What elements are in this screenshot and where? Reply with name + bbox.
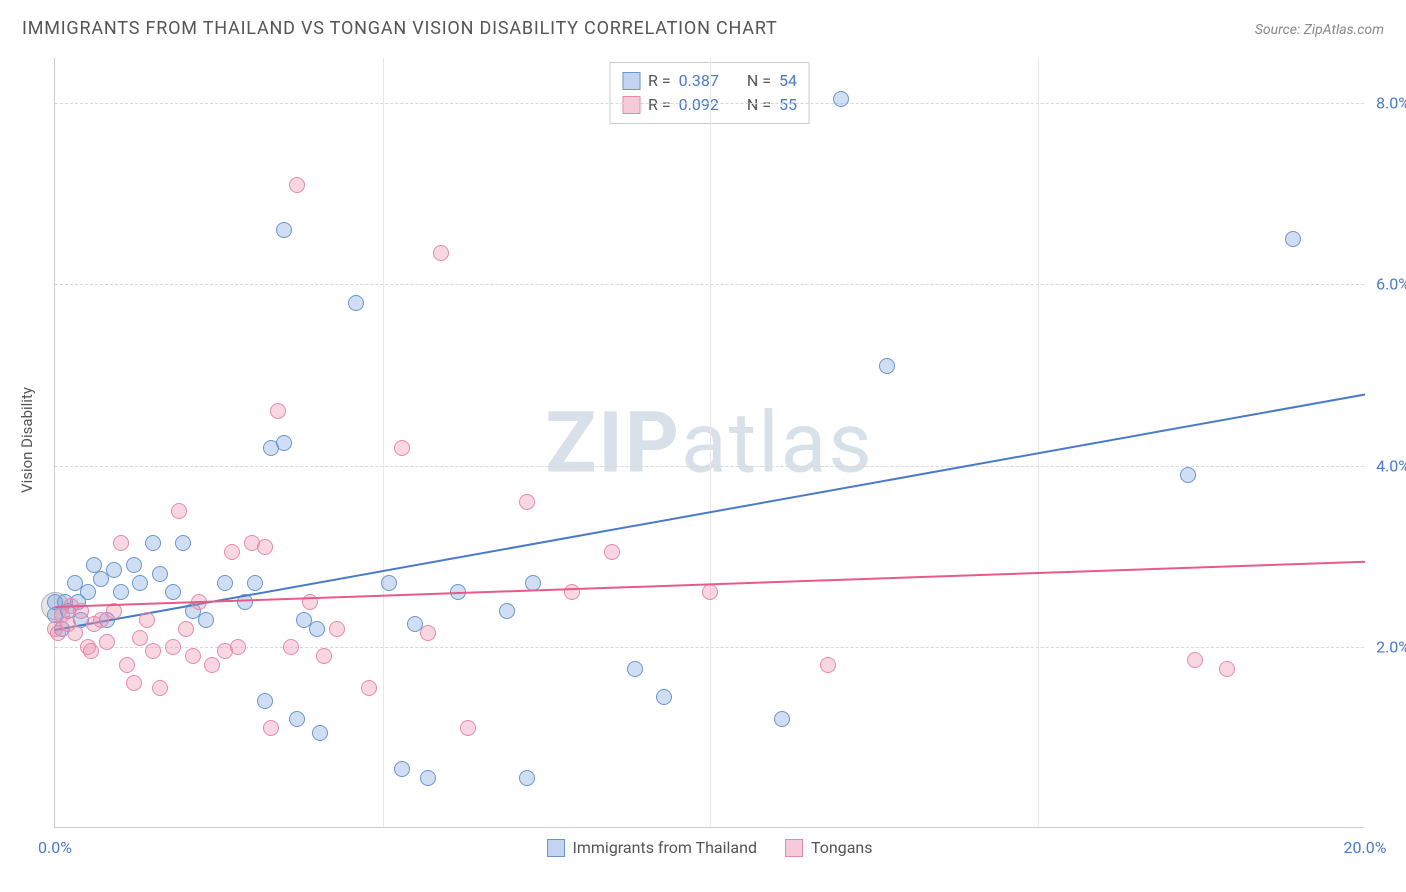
legend-n-label: N =	[747, 93, 771, 117]
scatter-point	[564, 584, 580, 600]
y-axis-label: Vision Disability	[18, 387, 36, 493]
scatter-point	[145, 535, 161, 551]
scatter-point	[139, 612, 155, 628]
scatter-point	[106, 562, 122, 578]
scatter-point	[113, 584, 129, 600]
scatter-point	[1187, 652, 1203, 668]
scatter-point	[1180, 467, 1196, 483]
scatter-point	[394, 440, 410, 456]
scatter-point	[217, 575, 233, 591]
legend-series: Immigrants from Thailand Tongans	[547, 838, 873, 857]
y-tick-label: 2.0%	[1358, 637, 1406, 656]
legend-swatch	[785, 839, 803, 857]
legend-series-item: Immigrants from Thailand	[547, 838, 757, 857]
scatter-point	[499, 603, 515, 619]
grid-line-v	[383, 58, 384, 827]
legend-series-label: Tongans	[811, 838, 873, 857]
grid-line-v	[710, 58, 711, 827]
scatter-point	[165, 639, 181, 655]
scatter-point	[1285, 231, 1301, 247]
scatter-point	[257, 693, 273, 709]
scatter-point	[198, 612, 214, 628]
scatter-point	[119, 657, 135, 673]
scatter-point	[113, 535, 129, 551]
scatter-point	[165, 584, 181, 600]
y-tick-label: 4.0%	[1358, 456, 1406, 475]
scatter-point	[820, 657, 836, 673]
watermark-bold: ZIP	[545, 393, 681, 492]
scatter-point	[175, 535, 191, 551]
scatter-point	[394, 761, 410, 777]
scatter-point	[185, 648, 201, 664]
scatter-point	[224, 544, 240, 560]
scatter-point	[257, 539, 273, 555]
legend-n-value: 54	[779, 69, 797, 93]
scatter-point	[309, 621, 325, 637]
scatter-point	[289, 711, 305, 727]
scatter-point	[361, 680, 377, 696]
plot-area: ZIPatlas R =0.387N =54R =0.092N =55 Immi…	[54, 58, 1364, 828]
x-tick-label: 20.0%	[1344, 838, 1387, 857]
scatter-point	[276, 435, 292, 451]
scatter-point	[656, 689, 672, 705]
legend-n-label: N =	[747, 69, 771, 93]
legend-r-label: R =	[648, 69, 671, 93]
scatter-point	[270, 403, 286, 419]
scatter-point	[833, 91, 849, 107]
scatter-point	[152, 566, 168, 582]
scatter-point	[204, 657, 220, 673]
scatter-point	[132, 630, 148, 646]
scatter-point	[178, 621, 194, 637]
scatter-point	[316, 648, 332, 664]
scatter-point	[99, 634, 115, 650]
legend-r-value: 0.387	[679, 69, 719, 93]
scatter-point	[132, 575, 148, 591]
legend-series-item: Tongans	[785, 838, 873, 857]
legend-r-label: R =	[648, 93, 671, 117]
scatter-point	[126, 675, 142, 691]
scatter-point	[702, 584, 718, 600]
scatter-point	[126, 557, 142, 573]
chart-title: IMMIGRANTS FROM THAILAND VS TONGAN VISIO…	[22, 18, 778, 39]
legend-n-value: 55	[779, 93, 797, 117]
scatter-point	[774, 711, 790, 727]
scatter-point	[67, 625, 83, 641]
scatter-point	[1219, 661, 1235, 677]
scatter-point	[247, 575, 263, 591]
scatter-point	[230, 639, 246, 655]
scatter-point	[312, 725, 328, 741]
legend-swatch	[622, 72, 640, 90]
scatter-point	[519, 494, 535, 510]
grid-line-v	[1038, 58, 1039, 827]
x-tick-label: 0.0%	[38, 838, 72, 857]
scatter-point	[348, 295, 364, 311]
y-tick-label: 8.0%	[1358, 94, 1406, 113]
scatter-point	[329, 621, 345, 637]
scatter-point	[152, 680, 168, 696]
legend-r-value: 0.092	[679, 93, 719, 117]
scatter-point	[289, 177, 305, 193]
scatter-point	[420, 625, 436, 641]
scatter-point	[519, 770, 535, 786]
scatter-point	[433, 245, 449, 261]
scatter-point	[302, 594, 318, 610]
scatter-point	[460, 720, 476, 736]
scatter-point	[276, 222, 292, 238]
scatter-point	[879, 358, 895, 374]
scatter-point	[145, 643, 161, 659]
scatter-point	[627, 661, 643, 677]
y-tick-label: 6.0%	[1358, 275, 1406, 294]
scatter-point	[381, 575, 397, 591]
legend-series-label: Immigrants from Thailand	[573, 838, 757, 857]
scatter-point	[263, 720, 279, 736]
legend-swatch	[622, 96, 640, 114]
scatter-point	[80, 584, 96, 600]
scatter-point	[283, 639, 299, 655]
scatter-point	[83, 643, 99, 659]
source-attribution: Source: ZipAtlas.com	[1255, 22, 1384, 38]
legend-swatch	[547, 839, 565, 857]
scatter-point	[420, 770, 436, 786]
scatter-point	[171, 503, 187, 519]
scatter-point	[604, 544, 620, 560]
